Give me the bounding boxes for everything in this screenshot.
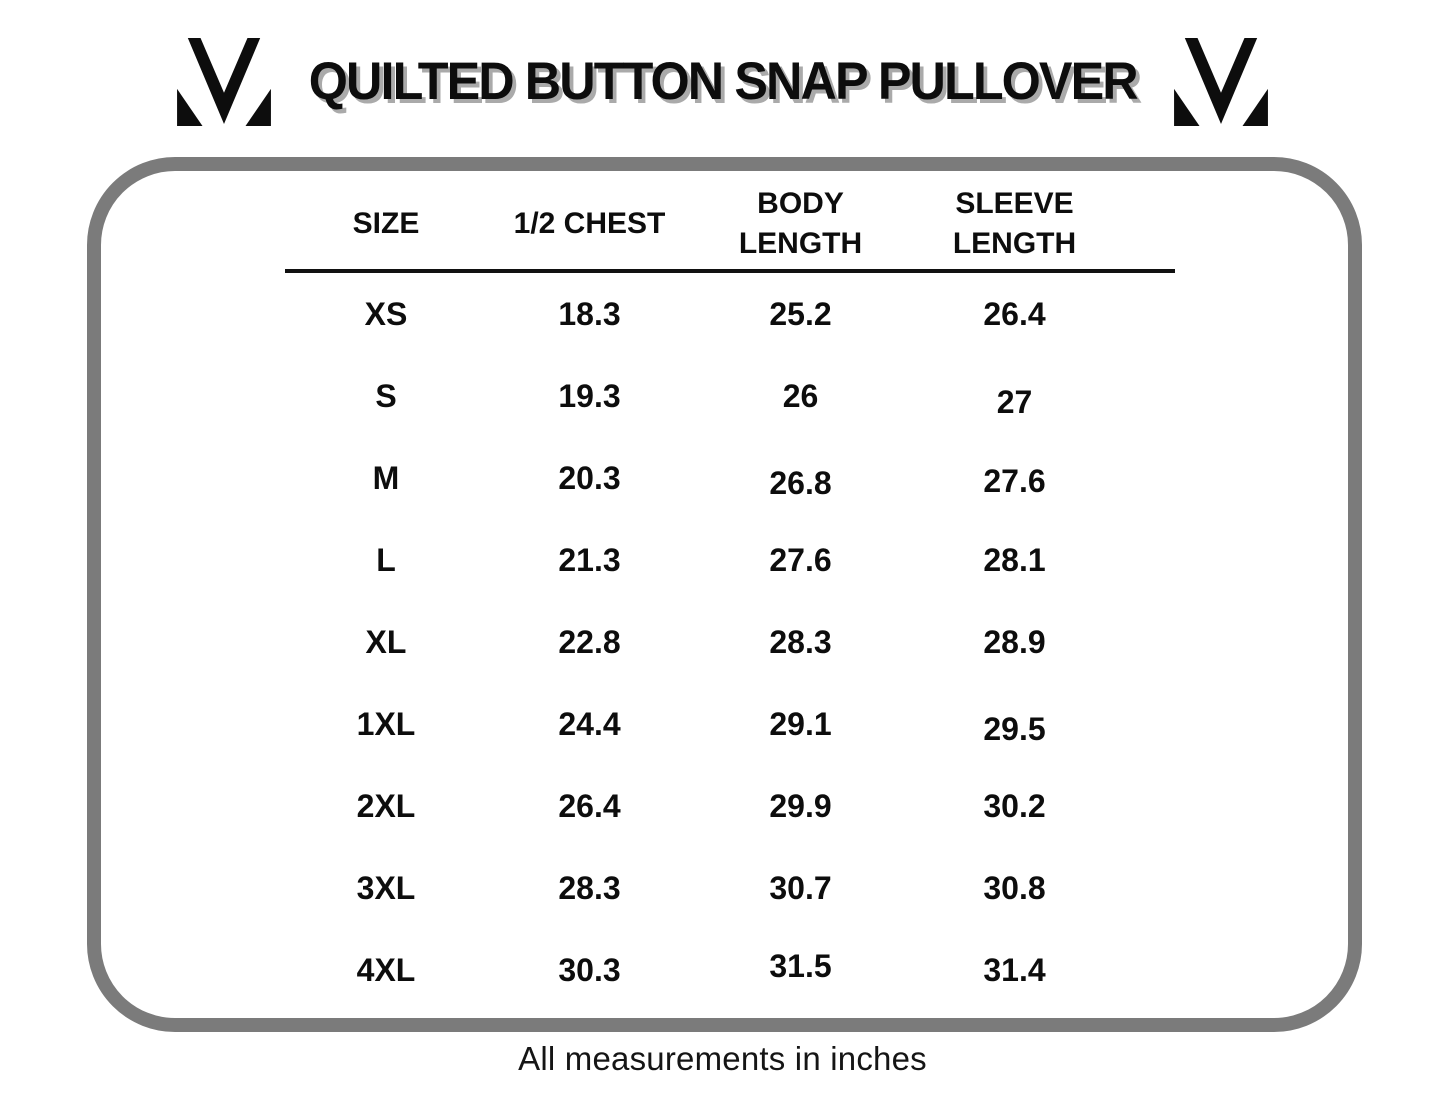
header-row: SIZE 1/2 CHEST BODY LENGTH SLEEVE LENGTH — [285, 183, 1175, 273]
size-label: XS — [364, 295, 408, 332]
half-chest-value: 24.4 — [558, 705, 621, 742]
body-length-value: 29.1 — [769, 705, 832, 742]
sleeve-length-value: 26.4 — [983, 295, 1046, 332]
body-length-value: 26 — [782, 377, 819, 414]
table-row-l: L 21.3 27.6 28.1 — [285, 519, 1175, 601]
half-chest-value: 28.3 — [558, 869, 621, 906]
table-row-3xl: 3XL 28.3 30.7 30.8 — [285, 847, 1175, 929]
size-label: S — [375, 377, 397, 414]
sleeve-length-value: 28.9 — [983, 623, 1046, 660]
col-header-size: SIZE — [285, 183, 487, 273]
size-label: 2XL — [356, 787, 416, 824]
brand-m-monogram-icon-left — [176, 37, 271, 126]
size-label: 4XL — [356, 951, 416, 988]
body-length-value: 27.6 — [769, 541, 832, 578]
sleeve-length-value: 28.1 — [983, 541, 1046, 578]
sleeve-length-value: 31.4 — [983, 951, 1046, 988]
size-label: L — [376, 541, 396, 578]
body-length-value: 31.5 — [769, 947, 832, 984]
body-length-value: 29.9 — [769, 787, 832, 824]
table-row-xs: XS 18.3 25.2 26.4 — [285, 271, 1175, 355]
size-label: 3XL — [356, 869, 416, 906]
table-row-4xl: 4XL 30.3 31.5 31.4 — [285, 929, 1175, 1011]
size-chart-table: SIZE 1/2 CHEST BODY LENGTH SLEEVE LENGTH… — [285, 183, 1175, 1011]
body-length-value: 25.2 — [769, 295, 832, 332]
half-chest-value: 26.4 — [558, 787, 621, 824]
body-length-value: 26.8 — [769, 464, 832, 501]
sleeve-length-value: 27 — [996, 383, 1033, 420]
header: QUILTED BUTTON SNAP PULLOVER — [0, 24, 1445, 139]
size-label: 1XL — [356, 705, 416, 742]
measurements-note: All measurements in inches — [518, 1040, 927, 1077]
sleeve-length-value: 30.2 — [983, 787, 1046, 824]
half-chest-value: 22.8 — [558, 623, 621, 660]
sleeve-length-value: 29.5 — [983, 710, 1046, 747]
chart-frame — [87, 157, 1362, 1032]
col-header-body-length: BODY LENGTH — [692, 183, 909, 273]
table-row-1xl: 1XL 24.4 29.1 29.5 — [285, 683, 1175, 765]
table-row-xl: XL 22.8 28.3 28.9 — [285, 601, 1175, 683]
sleeve-length-value: 27.6 — [983, 462, 1046, 499]
page-title: QUILTED BUTTON SNAP PULLOVER — [308, 52, 1139, 111]
half-chest-value: 20.3 — [558, 459, 621, 496]
half-chest-value: 21.3 — [558, 541, 621, 578]
body-length-value: 28.3 — [769, 623, 832, 660]
col-header-sleeve-length: SLEEVE LENGTH — [909, 183, 1175, 273]
col-header-half-chest: 1/2 CHEST — [487, 183, 692, 273]
brand-m-monogram-icon-right — [1174, 37, 1269, 126]
table-row-s: S 19.3 26 27 — [285, 355, 1175, 437]
half-chest-value: 18.3 — [558, 295, 621, 332]
sleeve-length-value: 30.8 — [983, 869, 1046, 906]
half-chest-value: 30.3 — [558, 951, 621, 988]
table-row-2xl: 2XL 26.4 29.9 30.2 — [285, 765, 1175, 847]
table-row-m: M 20.3 26.8 27.6 — [285, 437, 1175, 519]
body-length-value: 30.7 — [769, 869, 832, 906]
half-chest-value: 19.3 — [558, 377, 621, 414]
size-label: M — [372, 459, 400, 496]
size-label: XL — [365, 623, 407, 660]
